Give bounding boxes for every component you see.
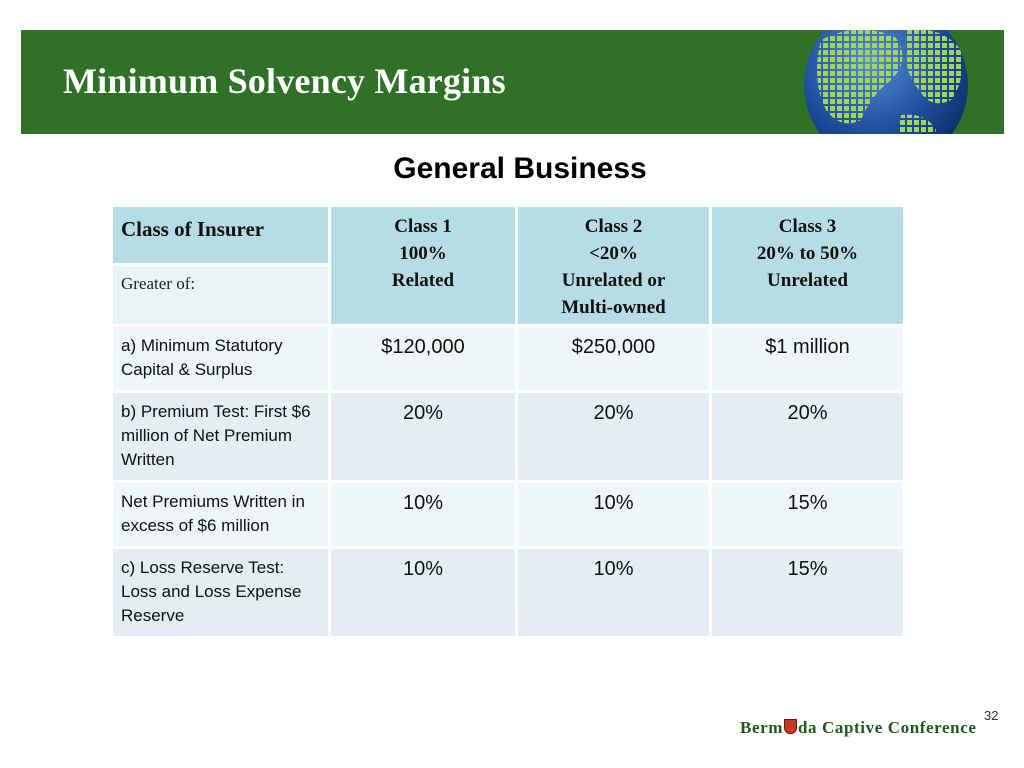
table-row: Net Premiums Written in excess of $6 mil… [110,480,906,549]
row-label: b) Premium Test: First $6 million of Net… [110,390,331,483]
globe-icon [804,30,968,134]
title-banner: Minimum Solvency Margins [21,30,1004,134]
table-cell: $250,000 [515,324,712,393]
conference-logo: Berm da Captive Conference [740,718,976,738]
row-label: Net Premiums Written in excess of $6 mil… [110,480,331,549]
table-row: c) Loss Reserve Test: Loss and Loss Expe… [110,546,906,639]
table-cell: 20% [709,390,906,483]
table-cell: 10% [515,480,712,549]
column-header-class-1: Class 1 100% Related [328,204,518,327]
corner-label: Class of Insurer [110,204,331,266]
slide-subtitle: General Business [393,152,647,185]
table-cell: 10% [328,480,518,549]
table-cell: 10% [328,546,518,639]
table-cell: 15% [709,480,906,549]
slide-title: Minimum Solvency Margins [63,61,506,101]
logo-text-end: da Captive Conference [798,718,977,737]
sub-label: Greater of: [110,263,331,327]
table-cell: 20% [328,390,518,483]
table-row: b) Premium Test: First $6 million of Net… [110,390,906,483]
column-header-class-3: Class 3 20% to 50% Unrelated [709,204,906,327]
logo-text-start: Berm [740,718,783,737]
solvency-table: Class of Insurer Class 1 100% Related Cl… [110,204,906,639]
column-header-class-2: Class 2 <20% Unrelated or Multi-owned [515,204,712,327]
table-cell: $1 million [709,324,906,393]
table-row: a) Minimum Statutory Capital & Surplus $… [110,324,906,393]
page-number: 32 [984,708,999,723]
row-label: a) Minimum Statutory Capital & Surplus [110,324,331,393]
table-cell: 15% [709,546,906,639]
table-cell: 20% [515,390,712,483]
table-cell: 10% [515,546,712,639]
crest-icon [784,719,797,734]
table-cell: $120,000 [328,324,518,393]
row-label: c) Loss Reserve Test: Loss and Loss Expe… [110,546,331,639]
